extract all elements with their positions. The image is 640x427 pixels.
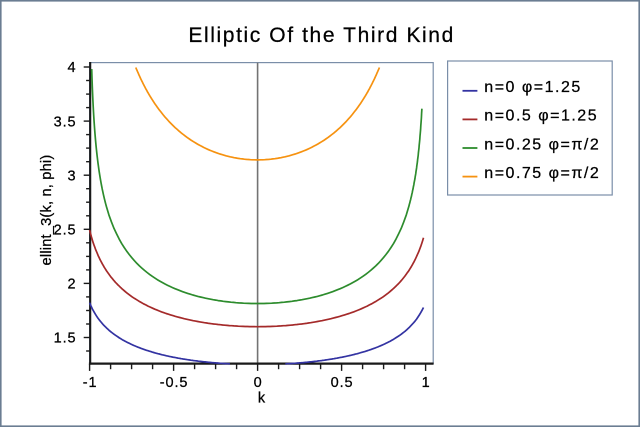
- svg-text:-1: -1: [83, 375, 98, 391]
- svg-text:-0.5: -0.5: [160, 375, 189, 391]
- svg-text:Elliptic Of the Third Kind: Elliptic Of the Third Kind: [188, 24, 454, 47]
- svg-text:0.5: 0.5: [331, 375, 354, 391]
- svg-text:3.5: 3.5: [54, 114, 77, 130]
- svg-text:4: 4: [68, 60, 77, 76]
- svg-text:2.5: 2.5: [54, 223, 77, 239]
- svg-text:ellint_3(k, n, phi): ellint_3(k, n, phi): [39, 155, 55, 266]
- svg-text:0: 0: [254, 375, 263, 391]
- svg-text:1: 1: [422, 375, 431, 391]
- svg-text:n=0.75 φ=π/2: n=0.75 φ=π/2: [484, 165, 600, 182]
- svg-text:n=0 φ=1.25: n=0 φ=1.25: [484, 79, 581, 96]
- svg-text:n=0.25 φ=π/2: n=0.25 φ=π/2: [484, 136, 600, 153]
- svg-text:1.5: 1.5: [54, 331, 77, 347]
- svg-text:2: 2: [68, 277, 77, 293]
- svg-text:n=0.5 φ=1.25: n=0.5 φ=1.25: [484, 108, 598, 125]
- svg-text:k: k: [258, 390, 266, 406]
- svg-text:3: 3: [68, 168, 77, 184]
